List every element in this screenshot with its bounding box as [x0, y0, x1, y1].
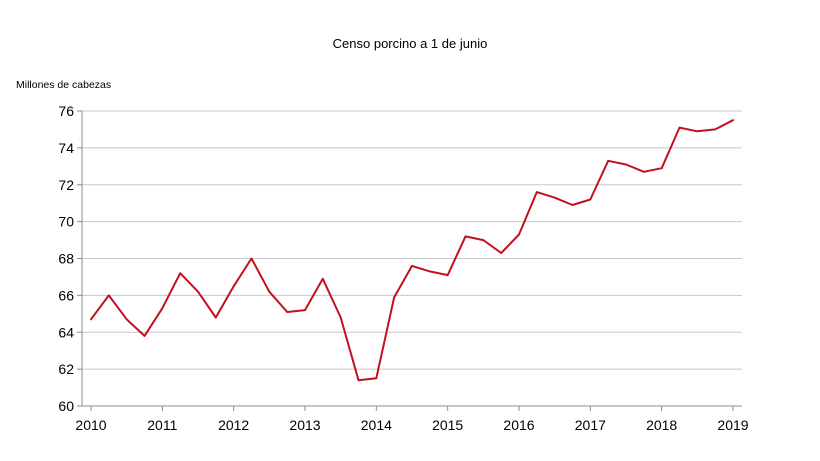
- chart-title: Censo porcino a 1 de junio: [332, 36, 488, 51]
- x-tick-label: 2013: [289, 417, 320, 433]
- x-tick-label: 2014: [361, 417, 392, 433]
- series-group: [90, 119, 734, 382]
- y-tick-label: 62: [58, 361, 74, 377]
- data-point: [732, 119, 734, 122]
- gridlines: [82, 110, 742, 370]
- data-point: [232, 285, 235, 287]
- x-tick-label: 2016: [503, 417, 534, 433]
- data-point: [536, 191, 538, 193]
- data-point: [108, 294, 110, 297]
- data-point: [696, 130, 699, 133]
- x-tick-label: 2015: [432, 417, 463, 433]
- data-point: [607, 159, 609, 162]
- data-point: [90, 318, 92, 321]
- data-point: [500, 252, 502, 254]
- data-point: [215, 316, 217, 319]
- y-tick-label: 74: [58, 140, 74, 156]
- data-point: [660, 167, 663, 169]
- data-point: [518, 233, 520, 236]
- data-point: [571, 204, 574, 206]
- y-tick-label: 70: [58, 214, 74, 230]
- data-point: [286, 311, 288, 313]
- y-tick-label: 76: [58, 103, 74, 119]
- data-point: [714, 128, 716, 131]
- data-point: [197, 290, 199, 293]
- data-point: [482, 239, 485, 241]
- data-point: [125, 318, 128, 321]
- x-tick-label: 2019: [717, 417, 748, 433]
- data-point: [393, 296, 395, 299]
- y-tick-label: 66: [58, 287, 74, 303]
- x-tick-label: 2012: [218, 417, 249, 433]
- data-point: [339, 316, 342, 319]
- data-point: [250, 257, 253, 260]
- data-point: [446, 274, 449, 276]
- data-point: [625, 163, 627, 166]
- x-tick-labels: 2010 2011 2012 2013 2014 2015 2016 2017 2018 2019: [75, 417, 748, 433]
- data-point: [589, 198, 592, 201]
- data-point: [304, 309, 306, 311]
- data-point: [143, 335, 146, 337]
- data-point: [161, 307, 164, 310]
- x-tick-label: 2010: [75, 417, 106, 433]
- y-tick-label: 60: [58, 398, 74, 414]
- data-point: [411, 265, 413, 267]
- data-point: [678, 126, 681, 129]
- axes: [77, 110, 742, 411]
- x-tick-label: 2018: [646, 417, 677, 433]
- y-tick-label: 68: [58, 251, 74, 267]
- x-tick-label: 2011: [147, 417, 177, 433]
- y-tick-label: 64: [58, 324, 74, 340]
- data-point: [553, 196, 556, 199]
- data-point: [429, 270, 431, 273]
- y-tick-labels: 60 62 64 66 68 70 72 74 76: [58, 103, 74, 414]
- x-tick-label: 2017: [575, 417, 606, 433]
- series-line: [90, 119, 734, 382]
- data-point: [643, 171, 645, 173]
- data-point: [322, 277, 324, 280]
- data-point: [179, 272, 181, 275]
- data-point: [464, 235, 467, 238]
- data-point: [375, 377, 378, 380]
- data-point: [268, 290, 271, 293]
- y-axis-label: Millones de cabezas: [16, 79, 112, 91]
- y-tick-label: 72: [58, 177, 74, 193]
- data-point: [357, 379, 360, 381]
